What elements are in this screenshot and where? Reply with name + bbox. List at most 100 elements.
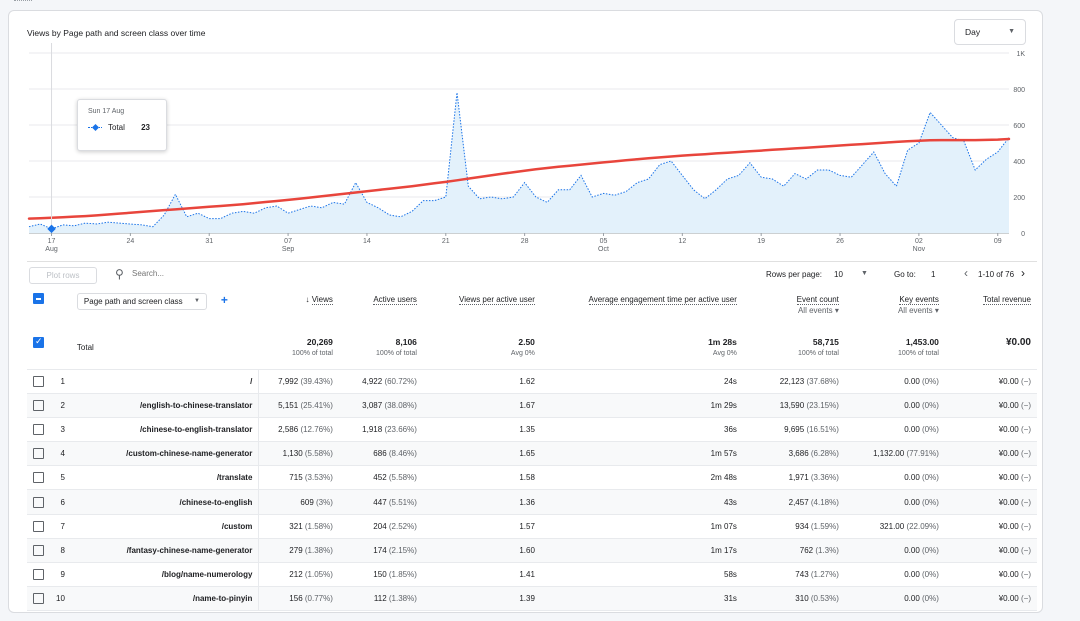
table-row[interactable]: 3/chinese-to-english-translator 2,586 (12… bbox=[27, 417, 1037, 443]
col-views[interactable]: Views bbox=[311, 295, 333, 305]
interval-select[interactable]: Day ▼ bbox=[954, 19, 1026, 45]
series-total-area bbox=[29, 92, 1009, 233]
key-events: 0.00 bbox=[904, 497, 920, 507]
totals-row: Total 20,269 100% of total 8,106 100% of t… bbox=[27, 329, 1037, 370]
total-views-pct: 100% of total bbox=[292, 350, 333, 357]
row-index: 8 bbox=[50, 538, 71, 564]
engagement-time: 24s bbox=[540, 369, 743, 394]
hover-marker bbox=[47, 224, 56, 234]
top-divider bbox=[14, 0, 32, 1]
x-tick-label: 26 bbox=[836, 238, 844, 245]
col-active-users[interactable]: Active users bbox=[373, 295, 417, 305]
event-count-pct: (4.18%) bbox=[810, 497, 839, 507]
views-per-user: 1.39 bbox=[422, 586, 541, 612]
y-tick-label: 600 bbox=[1013, 123, 1025, 130]
page-path[interactable]: /chinese-to-english-translator bbox=[70, 417, 260, 443]
page-path[interactable]: /blog/name-numerology bbox=[70, 562, 260, 588]
revenue-pct: (−) bbox=[1021, 449, 1031, 459]
y-tick-label: 1K bbox=[1016, 51, 1025, 58]
data-table: Page path and screen class ▼ + ↓ Views Act… bbox=[27, 289, 1037, 612]
event-count-pct: (37.68%) bbox=[806, 376, 839, 386]
search-input[interactable] bbox=[132, 269, 252, 278]
event-count-filter[interactable]: All events ▾ bbox=[797, 306, 839, 315]
total-aet: 1m 28s bbox=[708, 337, 737, 347]
table-row[interactable]: 10/name-to-pinyin 156 (0.77%) 112 (1.38%) 1… bbox=[27, 586, 1037, 612]
revenue: ¥0.00 bbox=[998, 594, 1019, 604]
col-views-per-user[interactable]: Views per active user bbox=[459, 295, 535, 305]
table-row[interactable]: 8/fantasy-chinese-name-generator 279 (1.3… bbox=[27, 538, 1037, 564]
row-checkbox[interactable] bbox=[33, 496, 44, 508]
page-path[interactable]: /fantasy-chinese-name-generator bbox=[70, 538, 260, 564]
key-events: 0.00 bbox=[904, 473, 920, 483]
key-events-pct: (22.09%) bbox=[906, 521, 939, 531]
views: 715 bbox=[289, 473, 303, 483]
revenue-pct: (−) bbox=[1021, 497, 1031, 507]
page-path[interactable]: /custom-chinese-name-generator bbox=[70, 441, 260, 467]
table-row[interactable]: 6/chinese-to-english 609 (3%) 447 (5.51%) 1… bbox=[27, 489, 1037, 515]
event-count: 3,686 bbox=[788, 449, 809, 459]
goto-input[interactable]: 1 bbox=[931, 270, 936, 279]
page-path[interactable]: /translate bbox=[70, 465, 260, 491]
row-checkbox[interactable] bbox=[33, 472, 44, 484]
col-key-events[interactable]: Key events bbox=[899, 295, 939, 305]
row-checkbox[interactable] bbox=[33, 544, 44, 556]
key-events-pct: (0%) bbox=[922, 400, 939, 410]
key-events-filter[interactable]: All events ▾ bbox=[897, 306, 939, 315]
key-events: 0.00 bbox=[904, 400, 920, 410]
plot-rows-button[interactable]: Plot rows bbox=[29, 267, 97, 284]
users-pct: (38.08%) bbox=[384, 400, 417, 410]
total-users: 8,106 bbox=[395, 337, 417, 347]
row-checkbox[interactable] bbox=[33, 423, 44, 435]
table-row[interactable]: 7/custom 321 (1.58%) 204 (2.52%) 1.57 1m 07s… bbox=[27, 514, 1037, 539]
table-row[interactable]: 1/ 7,992 (39.43%) 4,922 (60.72%) 1.62 24s 22,… bbox=[27, 369, 1037, 394]
x-tick-label: 31 bbox=[205, 238, 213, 245]
users-pct: (5.58%) bbox=[388, 473, 417, 483]
table-row[interactable]: 2/english-to-chinese-translator 5,151 (25… bbox=[27, 393, 1037, 418]
row-checkbox[interactable] bbox=[33, 399, 44, 411]
total-vpu-pct: Avg 0% bbox=[510, 350, 535, 357]
row-checkbox[interactable] bbox=[33, 569, 44, 581]
totals-checkbox[interactable] bbox=[33, 336, 44, 348]
key-events: 321.00 bbox=[879, 521, 905, 531]
event-count-pct: (1.59%) bbox=[810, 521, 839, 531]
series-total-line bbox=[28, 92, 1010, 230]
views-per-user: 1.36 bbox=[422, 489, 541, 515]
row-checkbox[interactable] bbox=[33, 593, 44, 605]
row-index: 9 bbox=[50, 562, 71, 588]
total-users-pct: 100% of total bbox=[376, 350, 417, 357]
row-checkbox[interactable] bbox=[33, 375, 44, 387]
page-path[interactable]: /name-to-pinyin bbox=[70, 586, 260, 612]
page-path[interactable]: / bbox=[70, 369, 260, 394]
table-toolbar: Plot rows ⚲ Rows per page: 10 ▼ Go to: 1… bbox=[27, 261, 1037, 285]
y-tick-label: 400 bbox=[1013, 159, 1025, 166]
row-index: 6 bbox=[50, 489, 71, 515]
dimension-select[interactable]: Page path and screen class ▼ bbox=[76, 293, 207, 310]
prev-page-icon[interactable]: ‹ bbox=[964, 266, 968, 280]
users-pct: (2.15%) bbox=[388, 545, 417, 555]
active-users: 112 bbox=[373, 594, 387, 604]
table-row[interactable]: 4/custom-chinese-name-generator 1,130 (5.… bbox=[27, 441, 1037, 467]
series-swatch-icon bbox=[88, 127, 102, 128]
select-all-checkbox[interactable] bbox=[33, 293, 44, 304]
next-page-icon[interactable]: › bbox=[1021, 266, 1025, 280]
page-path[interactable]: /custom bbox=[70, 514, 260, 539]
views: 2,586 bbox=[278, 424, 299, 434]
row-checkbox[interactable] bbox=[33, 520, 44, 532]
row-checkbox[interactable] bbox=[33, 448, 44, 460]
col-event-count[interactable]: Event count bbox=[796, 295, 839, 305]
add-dimension-icon[interactable]: + bbox=[220, 293, 228, 307]
x-tick-label: 09 bbox=[994, 238, 1002, 245]
table-row[interactable]: 9/blog/name-numerology 212 (1.05%) 150 (1.… bbox=[27, 562, 1037, 588]
table-row[interactable]: 5/translate 715 (3.53%) 452 (5.58%) 1.58 2m … bbox=[27, 465, 1037, 491]
col-total-revenue[interactable]: Total revenue bbox=[982, 295, 1031, 305]
total-key-events: 1,453.00 bbox=[905, 337, 939, 347]
engagement-time: 58s bbox=[540, 562, 743, 588]
report-card: 0 200 400 600 800 1K 17 Aug 24 31 07 Sep 14 21 28 05 Oct… bbox=[8, 10, 1043, 613]
chevron-down-icon[interactable]: ▼ bbox=[861, 270, 868, 277]
views-pct: (1.05%) bbox=[304, 570, 333, 580]
row-index: 7 bbox=[50, 514, 71, 539]
page-path[interactable]: /english-to-chinese-translator bbox=[70, 393, 260, 418]
col-engagement-time[interactable]: Average engagement time per active user bbox=[588, 295, 737, 305]
rows-per-page-value[interactable]: 10 bbox=[834, 270, 843, 279]
page-path[interactable]: /chinese-to-english bbox=[70, 489, 260, 515]
